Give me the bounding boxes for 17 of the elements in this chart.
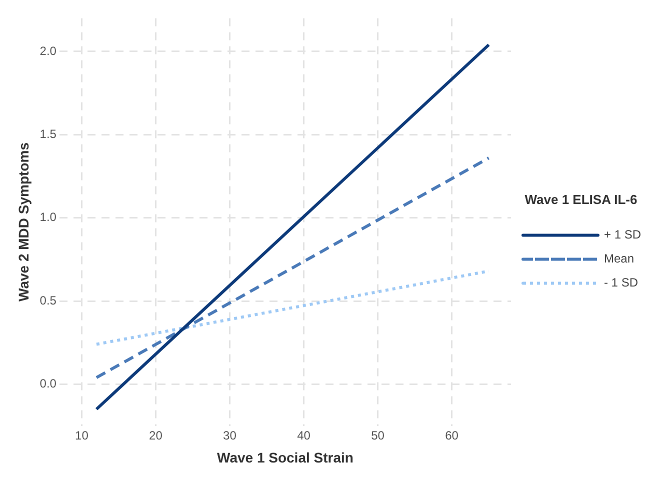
y-tick-label: 1.0 xyxy=(40,210,57,224)
x-tick-label: 10 xyxy=(75,428,89,442)
text: - 1 SD xyxy=(604,276,638,290)
y-tick-label: 0.0 xyxy=(40,376,57,391)
x-tick-label: 20 xyxy=(149,428,163,442)
x-tick-label: 40 xyxy=(297,428,311,442)
text: Mean xyxy=(604,252,634,266)
text: + 1 SD xyxy=(604,228,642,242)
x-axis-title: Wave 1 Social Strain xyxy=(217,449,354,466)
y-tick-label: 1.5 xyxy=(40,126,57,141)
legend-title: Wave 1 ELISA IL-6 xyxy=(524,192,638,207)
x-tick-label: 60 xyxy=(445,428,459,442)
y-tick-label: 2.0 xyxy=(40,44,57,58)
y-axis-title: Wave 2 MDD Symptoms xyxy=(15,142,32,302)
x-tick-label: 30 xyxy=(223,428,237,442)
x-tick-label: 50 xyxy=(371,428,385,442)
y-tick-label: 0.5 xyxy=(40,293,57,308)
